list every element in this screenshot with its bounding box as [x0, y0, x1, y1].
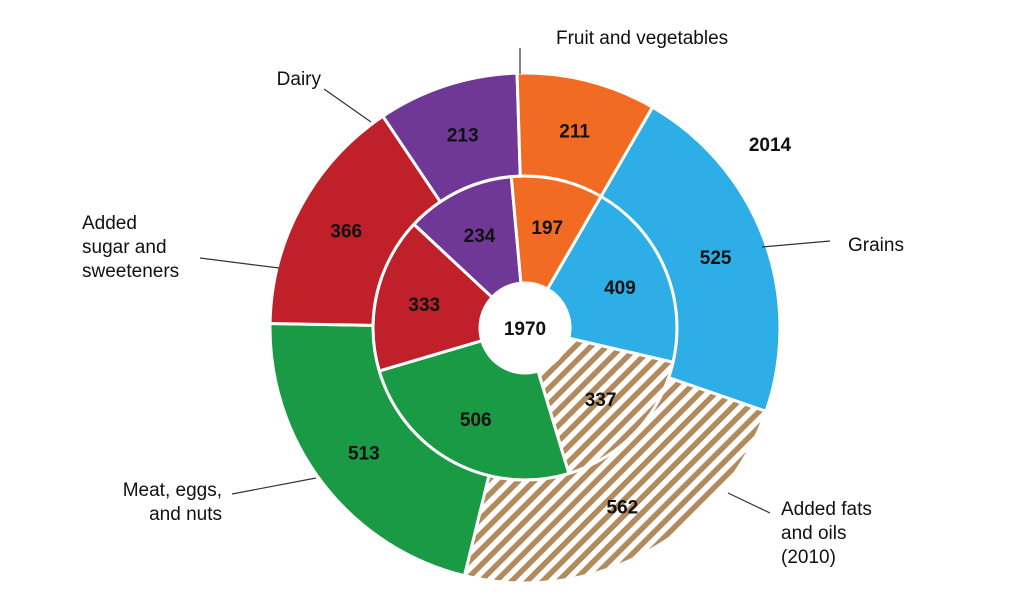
leader-line-dairy: [323, 88, 372, 123]
slice-outer-grains: [598, 105, 782, 414]
category-label-added-fats-and-oils: Added fats and oils (2010): [781, 499, 872, 568]
leader-line-added-sugar: [199, 257, 280, 269]
value-label-inner-fruit-vegetables: 197: [531, 218, 563, 239]
leader-line-meat-eggs-nuts: [231, 477, 317, 495]
value-label-inner-grains: 409: [604, 278, 636, 299]
value-label-outer-fruit-vegetables: 211: [559, 122, 590, 143]
value-label-outer-dairy: 213: [447, 125, 479, 146]
category-label-added-sugar: Added sugar and sweeteners: [82, 213, 179, 282]
value-label-inner-added-sugar: 333: [408, 295, 440, 316]
value-label-outer-added-sugar: 366: [330, 222, 362, 243]
value-label-inner-meat-eggs-nuts: 506: [460, 410, 492, 431]
outer-ring-label: 2014: [749, 135, 792, 156]
value-label-outer-grains: 525: [700, 248, 732, 269]
category-label-grains: Grains: [848, 235, 904, 256]
leader-line-grains: [761, 240, 831, 248]
inner-ring-label: 1970: [504, 319, 546, 340]
slice-outer-fruit-vegetables: [515, 71, 655, 199]
slice-outer-meat-eggs-nuts: [268, 322, 491, 578]
value-label-outer-meat-eggs-nuts: 513: [348, 443, 380, 464]
category-label-fruit-vegetables: Fruit and vegetables: [556, 28, 728, 49]
slice-outer-added-fats-and-oils: [462, 375, 768, 585]
category-label-meat-eggs-nuts: Meat, eggs, and nuts: [123, 480, 222, 525]
value-label-inner-dairy: 234: [464, 226, 496, 247]
value-label-inner-added-fats-and-oils: 337: [585, 390, 617, 411]
leader-line-added-fats-and-oils: [727, 492, 771, 514]
value-label-outer-added-fats-and-oils: 562: [607, 498, 639, 519]
category-label-dairy: Dairy: [277, 69, 322, 90]
